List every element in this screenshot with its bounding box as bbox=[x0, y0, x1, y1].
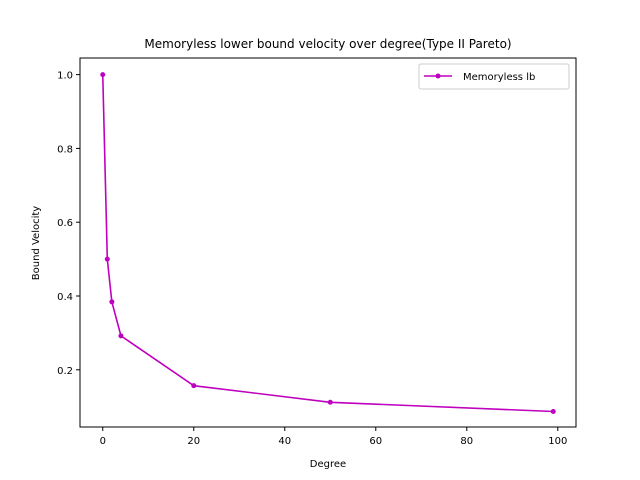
data-point bbox=[100, 72, 106, 78]
legend-label: Memoryless lb bbox=[463, 72, 535, 83]
legend: Memoryless lb bbox=[418, 63, 570, 90]
chart-title: Memoryless lower bound velocity over deg… bbox=[144, 37, 511, 51]
data-point bbox=[118, 333, 124, 339]
data-point bbox=[109, 299, 115, 305]
y-tick-label: 0.6 bbox=[57, 218, 73, 229]
axes-frame bbox=[79, 57, 577, 428]
y-tick-label: 1.0 bbox=[57, 71, 73, 82]
data-point bbox=[550, 409, 556, 415]
x-tick-label: 20 bbox=[187, 436, 200, 447]
legend-box bbox=[418, 63, 570, 90]
y-tick-label: 0.8 bbox=[57, 144, 73, 155]
data-point bbox=[191, 383, 197, 389]
x-tick-label: 60 bbox=[369, 436, 382, 447]
y-tick-label: 0.4 bbox=[57, 292, 73, 303]
x-tick-label: 80 bbox=[460, 436, 473, 447]
data-point bbox=[327, 399, 333, 405]
x-tick-label: 100 bbox=[548, 436, 567, 447]
x-axis-label: Degree bbox=[310, 459, 346, 470]
x-tick-label: 40 bbox=[278, 436, 291, 447]
y-tick-label: 0.2 bbox=[57, 366, 73, 377]
plot-area: 0 20 40 60 80 100 0.2 0.4 0.6 0.8 1.0 bbox=[57, 57, 577, 447]
legend-marker bbox=[435, 73, 441, 79]
x-tick-label: 0 bbox=[100, 436, 106, 447]
y-axis-label: Bound Velocity bbox=[31, 206, 42, 280]
data-point bbox=[104, 256, 110, 262]
